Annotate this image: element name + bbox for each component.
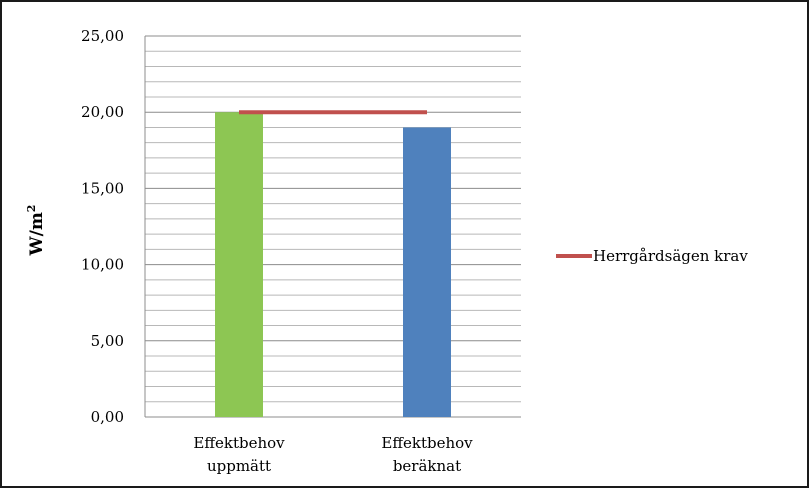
x-category-label: uppmätt [207,457,271,475]
x-category-label: Effektbehov [193,434,285,452]
x-category-label: beräknat [393,457,461,475]
y-axis-label: W/m2 [25,205,47,257]
y-tick-label: 20,00 [81,103,124,121]
y-tick-label: 5,00 [91,332,124,350]
y-tick-labels: 0,00 5,00 10,00 15,00 20,00 25,00 [81,27,124,426]
legend: Herrgårdsägen krav [556,247,748,265]
x-category-labels: Effektbehov uppmätt Effektbehov beräknat [193,434,473,475]
axes [144,36,521,418]
bar [403,127,451,417]
bars [215,112,451,417]
grid-lines [145,35,521,418]
x-category-label: Effektbehov [381,434,473,452]
legend-label: Herrgårdsägen krav [593,247,748,265]
bar [215,112,263,417]
y-tick-label: 15,00 [81,179,124,197]
y-tick-label: 0,00 [91,408,124,426]
y-tick-label: 25,00 [81,27,124,45]
y-tick-label: 10,00 [81,256,124,274]
